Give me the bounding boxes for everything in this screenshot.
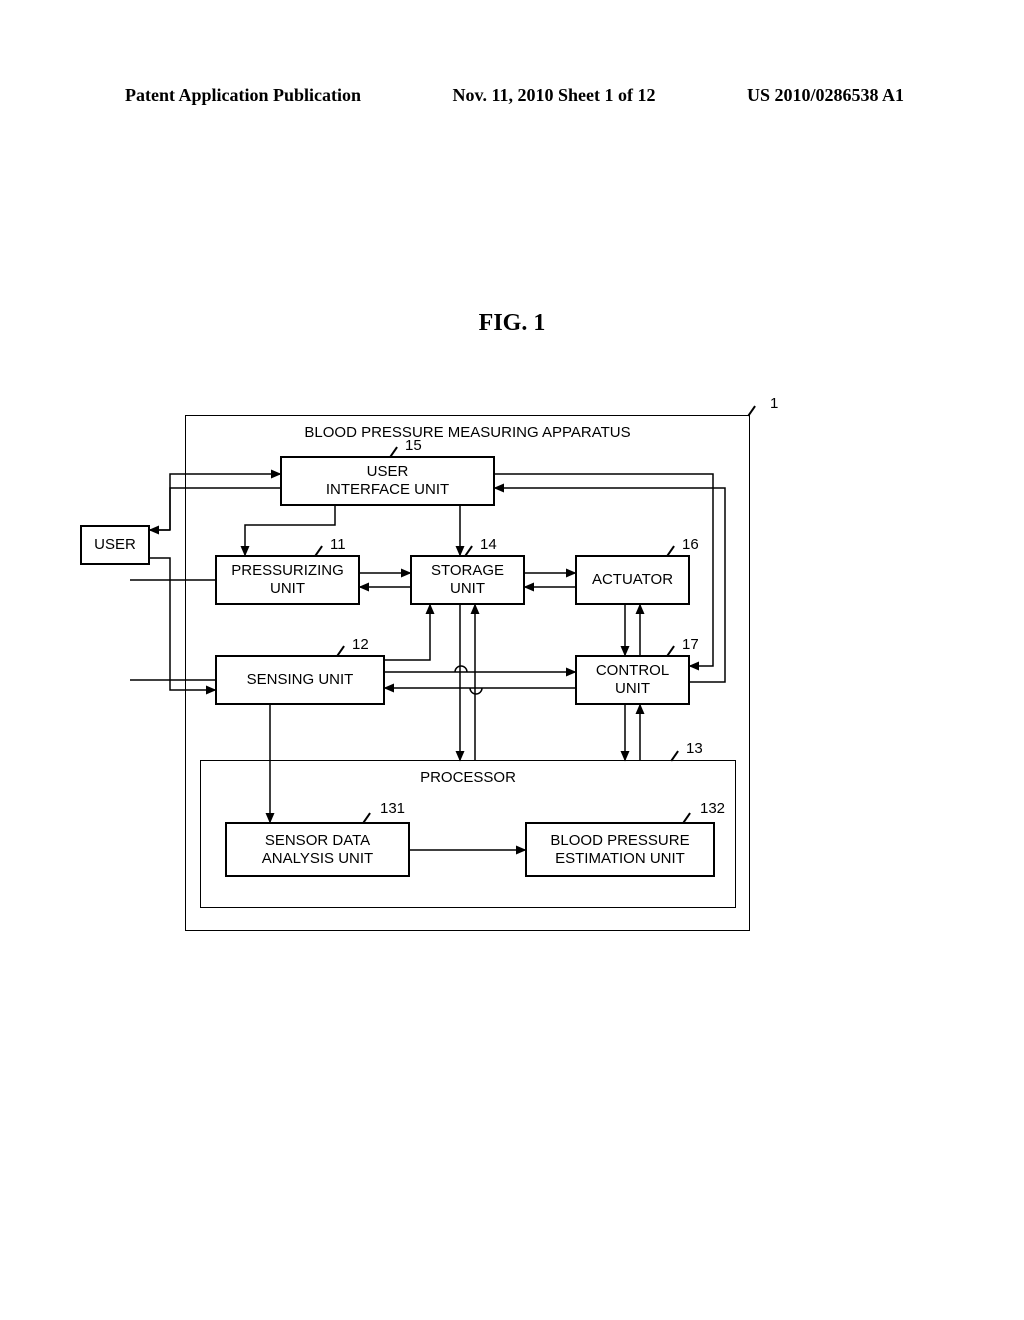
pub-number: US 2010/0286538 A1	[747, 85, 904, 106]
block-diagram: USER BLOOD PRESSURE MEASURING APPARATUS …	[130, 390, 750, 930]
ref-user-interface: 15	[405, 437, 422, 454]
actuator-box: ACTUATOR	[575, 555, 690, 605]
sensing-box: SENSING UNIT	[215, 655, 385, 705]
storage-box: STORAGE UNIT	[410, 555, 525, 605]
ref-control: 17	[682, 636, 699, 653]
ref-processor: 13	[686, 740, 703, 757]
ref-storage: 14	[480, 536, 497, 553]
ref-sensor-analysis: 131	[380, 800, 405, 817]
pressurizing-box: PRESSURIZING UNIT	[215, 555, 360, 605]
figure-title: FIG. 1	[0, 310, 1024, 337]
ref-bp-estimation: 132	[700, 800, 725, 817]
ref-pressurizing: 11	[330, 536, 346, 553]
page-header: Patent Application Publication Nov. 11, …	[0, 85, 1024, 106]
user-box: USER	[80, 525, 150, 565]
actuator-label: ACTUATOR	[592, 571, 673, 589]
storage-label: STORAGE UNIT	[431, 562, 504, 598]
processor-title: PROCESSOR	[420, 769, 516, 786]
apparatus-title: BLOOD PRESSURE MEASURING APPARATUS	[186, 424, 749, 442]
sensing-label: SENSING UNIT	[247, 671, 354, 689]
control-box: CONTROL UNIT	[575, 655, 690, 705]
user-label: USER	[94, 536, 136, 554]
pub-type: Patent Application Publication	[125, 85, 361, 106]
pressurizing-label: PRESSURIZING UNIT	[231, 562, 344, 598]
user-interface-box: USER INTERFACE UNIT	[280, 456, 495, 506]
ref-apparatus: 1	[770, 395, 778, 412]
sensor-analysis-box: SENSOR DATA ANALYSIS UNIT	[225, 822, 410, 877]
ref-sensing: 12	[352, 636, 369, 653]
bp-estimation-label: BLOOD PRESSURE ESTIMATION UNIT	[550, 832, 689, 868]
sensor-analysis-label: SENSOR DATA ANALYSIS UNIT	[262, 832, 373, 868]
bp-estimation-box: BLOOD PRESSURE ESTIMATION UNIT	[525, 822, 715, 877]
control-label: CONTROL UNIT	[596, 662, 669, 698]
pub-date-sheet: Nov. 11, 2010 Sheet 1 of 12	[452, 85, 655, 106]
ref-actuator: 16	[682, 536, 699, 553]
user-interface-label: USER INTERFACE UNIT	[326, 463, 449, 499]
